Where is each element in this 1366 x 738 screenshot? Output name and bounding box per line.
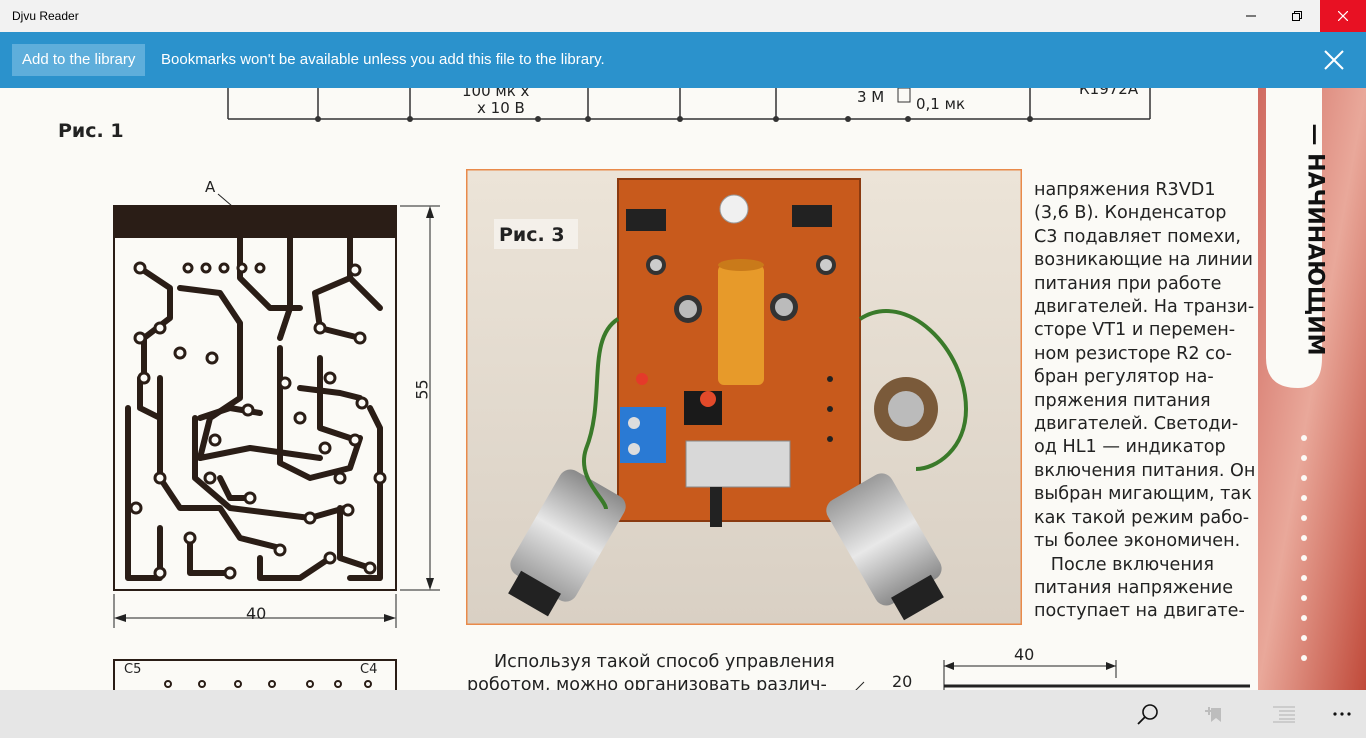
body-line: питания напряжение: [1034, 577, 1234, 598]
robot-photo: [466, 169, 1022, 625]
body-line: поступает на двигате-: [1034, 601, 1245, 622]
restore-button[interactable]: [1274, 0, 1320, 32]
add-bookmark-icon: [1205, 707, 1221, 722]
side-banner: [1258, 88, 1366, 690]
body-line: возникающие на линии: [1034, 250, 1253, 271]
close-window-button[interactable]: [1320, 0, 1366, 32]
height-dimension-label: 55: [412, 379, 432, 400]
cap-label-bottom: х 10 В: [477, 99, 525, 117]
minimize-button[interactable]: [1228, 0, 1274, 32]
schematic-fragment: [227, 88, 1151, 122]
document-page[interactable]: 100 мк х х 10 В 3 М 0,1 мк К1972А Рис. 1…: [0, 88, 1366, 690]
width-dimension-label: 40: [246, 604, 267, 623]
title-bar: Djvu Reader: [0, 0, 1366, 32]
library-infobar: Add to the library Bookmarks won't be av…: [0, 32, 1366, 88]
body-line: напряжения R3VD1: [1034, 180, 1216, 200]
c4-label: C4: [360, 662, 378, 677]
dismiss-infobar-button[interactable]: [1318, 44, 1350, 76]
add-bookmark-button[interactable]: [1194, 698, 1234, 730]
window-title: Djvu Reader: [12, 9, 79, 23]
lower-text-line: Используя такой способ управления: [494, 652, 835, 672]
body-line: пряжения питания: [1034, 390, 1211, 411]
c5-label: C5: [124, 662, 142, 677]
lower-width-label: 40: [1014, 645, 1035, 664]
body-line: С3 подавляет помехи,: [1034, 226, 1241, 247]
figure-3-label: Рис. 3: [499, 224, 565, 246]
body-line: питания при работе: [1034, 273, 1222, 294]
body-line: как такой режим рабо-: [1034, 507, 1250, 528]
capacitor-label: 0,1 мк: [916, 95, 965, 113]
close-icon: [1324, 50, 1344, 70]
side-heading: — НАЧИНАЮЩИМ: [1302, 123, 1328, 356]
lower-height-label: 20: [892, 672, 913, 690]
body-line: (3,6 В). Конденсатор: [1034, 203, 1227, 224]
body-line: сторе VT1 и перемен-: [1034, 320, 1236, 341]
resistor-label: 3 М: [857, 88, 885, 106]
point-a-label: А: [205, 178, 216, 196]
lower-pcb-fragment: [113, 659, 397, 690]
body-text-column: напряжения R3VD1 (3,6 В). Конденсатор С3…: [1034, 179, 1256, 624]
body-line: бран регулятор на-: [1034, 367, 1214, 388]
infobar-message: Bookmarks won't be available unless you …: [161, 51, 605, 68]
command-bar: [0, 690, 1366, 738]
restore-icon: [1292, 11, 1302, 21]
pcb-layout-drawing: А: [113, 178, 440, 628]
search-icon: [1137, 704, 1158, 725]
body-line: ты более экономичен.: [1034, 531, 1241, 552]
body-line: двигателей. Светоди-: [1034, 414, 1239, 435]
figure-1-label: Рис. 1: [58, 120, 124, 142]
lower-text-line: роботом, можно организовать различ-: [467, 675, 827, 690]
add-to-library-button[interactable]: Add to the library: [12, 44, 146, 76]
body-line: включения питания. Он: [1034, 460, 1256, 481]
minimize-icon: [1246, 15, 1256, 17]
more-options-button[interactable]: [1322, 698, 1362, 730]
body-line: од HL1 — индикатор: [1034, 437, 1226, 458]
search-button[interactable]: [1128, 698, 1168, 730]
more-icon: [1333, 712, 1351, 716]
body-line: После включения: [1034, 554, 1214, 575]
lower-dimension-drawing: [855, 660, 1250, 690]
chip-label: К1972А: [1079, 88, 1139, 98]
contents-icon: [1273, 706, 1295, 723]
body-line: ном резисторе R2 со-: [1034, 343, 1232, 364]
close-icon: [1338, 11, 1348, 21]
body-line: выбран мигающим, так: [1034, 484, 1252, 505]
cap-label-top: 100 мк х: [462, 88, 530, 100]
contents-button[interactable]: [1264, 698, 1304, 730]
body-line: двигателей. На транзи-: [1034, 297, 1255, 318]
